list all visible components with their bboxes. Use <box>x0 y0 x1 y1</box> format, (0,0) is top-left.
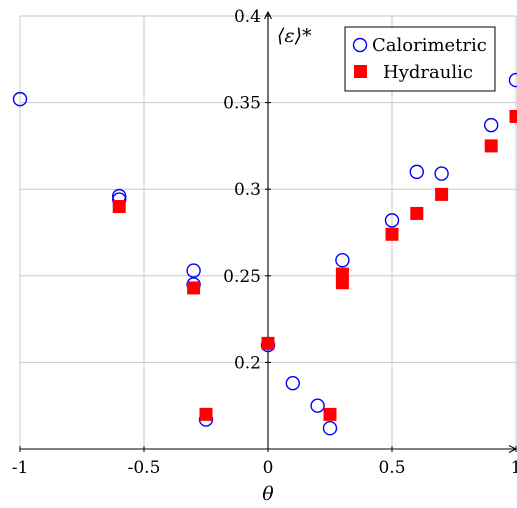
legend-box <box>344 26 496 92</box>
calorimetric-point-12 <box>409 164 424 180</box>
calorimetric-point-13 <box>434 166 449 181</box>
x-tick-label-4: 1 <box>511 458 517 478</box>
hydraulic-point-2 <box>199 407 213 421</box>
x-tick-label-0: -1 <box>12 458 29 478</box>
legend-marker-calorimetric <box>352 37 368 53</box>
calorimetric-point-0 <box>12 91 28 107</box>
calorimetric-point-11 <box>384 213 400 228</box>
calorimetric-point-15 <box>508 72 517 88</box>
hydraulic-point-11 <box>509 109 517 123</box>
legend-marker-hydraulic <box>354 65 367 78</box>
y-tick-label-4: 0.4 <box>234 7 261 27</box>
calorimetric-point-14 <box>484 117 499 133</box>
x-tick-label-2: 0 <box>263 458 274 478</box>
x-tick-label-3: 0.5 <box>378 458 405 478</box>
hydraulic-point-3 <box>261 336 275 350</box>
calorimetric-point-9 <box>322 421 338 436</box>
y-tick-label-2: 0.3 <box>234 180 261 200</box>
tick-labels: -1 -0.5 0 0.5 1 0.2 0.25 0.3 0.35 0.4 <box>12 7 517 478</box>
x-axis-label: θ <box>262 483 274 505</box>
legend: Calorimetric Hydraulic <box>344 26 496 92</box>
y-axis-label: ⟨ε⟩* <box>277 25 312 47</box>
legend-label-calorimetric: Calorimetric <box>372 35 487 56</box>
hydraulic-point-8 <box>410 206 424 220</box>
y-axis-arrow <box>264 10 272 20</box>
axes <box>19 10 517 453</box>
calorimetric-point-3 <box>186 263 201 278</box>
calorimetric-point-7 <box>285 375 300 391</box>
x-tick-label-1: -0.5 <box>128 458 161 478</box>
hydraulic-point-10 <box>484 139 498 153</box>
hydraulic-point-7 <box>385 227 399 241</box>
data-marks <box>12 72 517 436</box>
calorimetric-point-10 <box>335 253 350 268</box>
hydraulic-point-9 <box>435 187 449 201</box>
y-tick-label-1: 0.25 <box>223 267 261 287</box>
hydraulic-point-1 <box>187 281 201 295</box>
y-tick-label-3: 0.35 <box>223 94 261 114</box>
hydraulic-point-4 <box>323 407 337 421</box>
hydraulic-point-0 <box>112 200 126 214</box>
legend-label-hydraulic: Hydraulic <box>383 62 473 83</box>
calorimetric-point-8 <box>310 398 325 413</box>
hydraulic-point-6 <box>335 276 349 290</box>
y-tick-label-0: 0.2 <box>234 353 261 373</box>
